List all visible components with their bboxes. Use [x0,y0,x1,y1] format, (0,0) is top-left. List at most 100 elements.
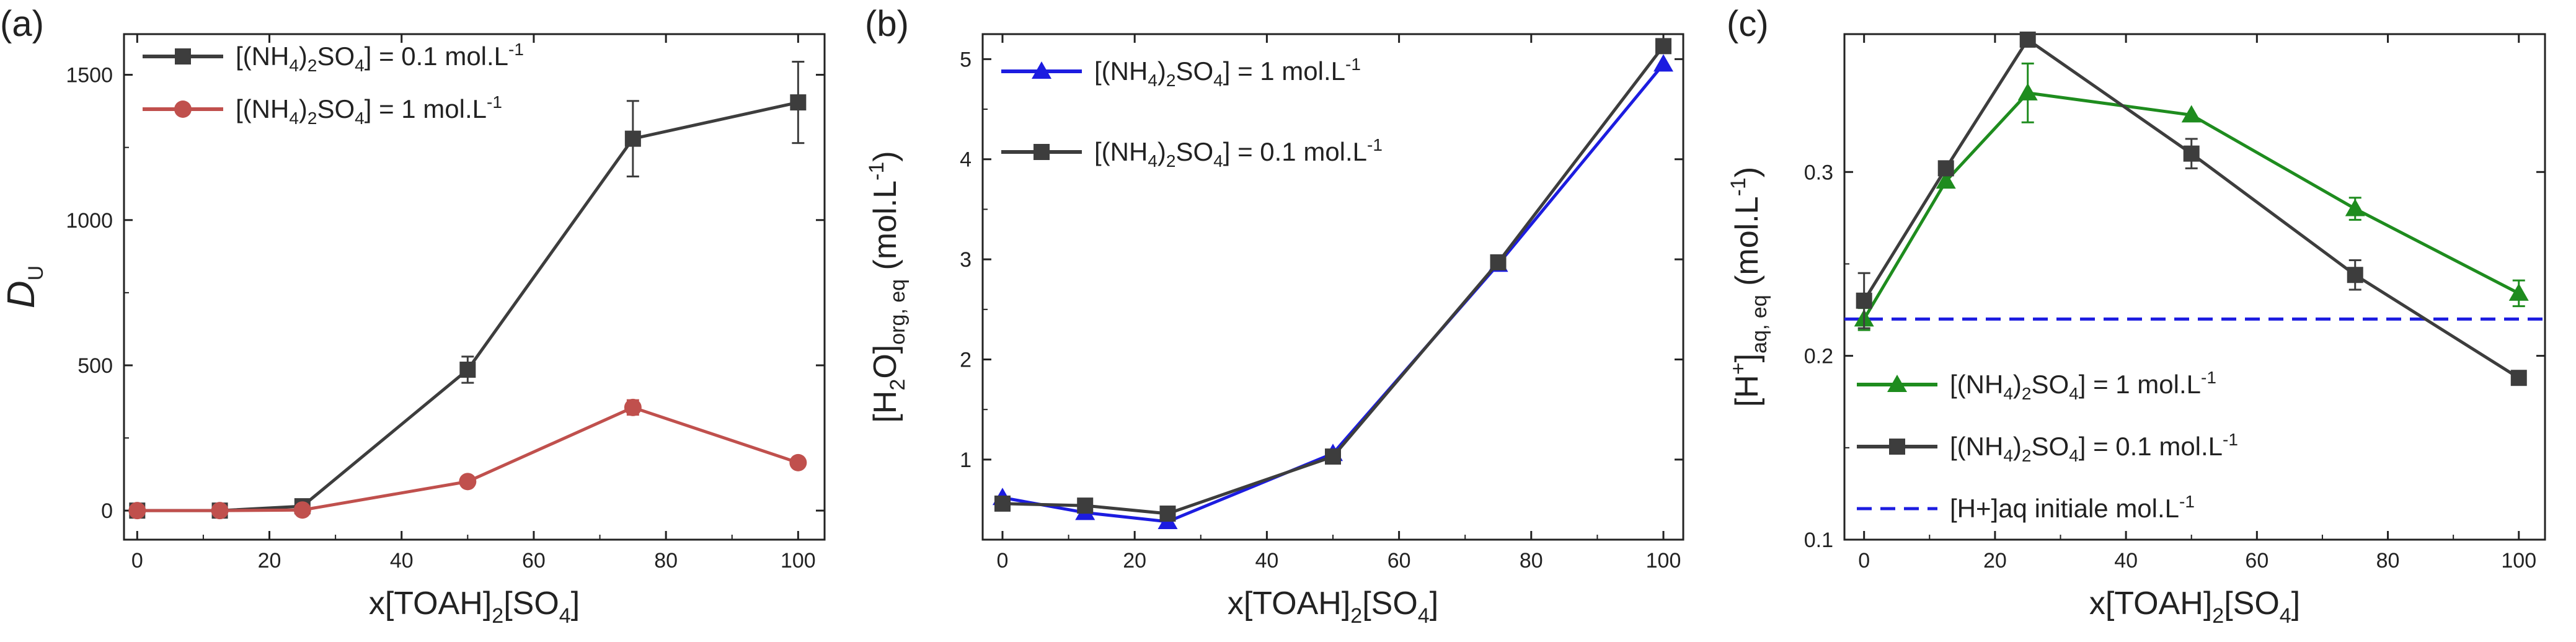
data-point [1936,171,1956,189]
plot-frame [123,33,826,541]
x-tick-label: 100 [2501,549,2536,573]
series-0 [1854,62,2529,331]
data-point [1325,448,1341,465]
x-tick-label: 0 [1858,549,1870,573]
data-point [2017,82,2038,100]
legend-text: [(NH4)2SO4] = 0.1 mol.L-1 [236,40,524,75]
x-tick-label: 0 [997,549,1009,573]
x-tick-label: 80 [2376,549,2400,573]
series-line [137,406,799,512]
y-tick-label: 4 [960,148,972,172]
x-tick-label: 100 [1646,549,1681,573]
legend-marker [1887,375,1907,392]
x-tick-label: 60 [1388,549,1411,573]
panel-b: 0 20 40 60 80 100 1 2 3 4 5 [(NH4)2SO4] = 1 mol.L-1… [865,4,1684,628]
legend-text: [(NH4)2SO4] = 1 mol.L-1 [1094,55,1361,90]
series-1 [1856,31,2527,386]
y-tick-label: 2 [960,349,972,372]
legend-entry: [(NH4)2SO4] = 1 mol.L-1 [1001,55,1361,90]
panel-label: (b) [865,4,909,44]
x-tick-label: 60 [522,549,546,573]
y-tick-label: 0.3 [1804,161,1833,184]
x-tick-label: 60 [2245,549,2268,573]
data-point [2347,267,2363,283]
x-axis-label: x[TOAH]2[SO4] [369,586,580,628]
x-axis-label: x[TOAH]2[SO4] [1228,586,1438,628]
legend: [(NH4)2SO4] = 0.1 mol.L-1 [(NH4)2SO4] = 1… [143,40,524,128]
y-axis-label: [H2O]org, eq (mol.L-1) [865,151,910,422]
panel-label: (c) [1727,4,1769,44]
data-point [1937,160,1954,177]
legend-marker [1889,439,1905,455]
data-point [1856,292,1872,309]
y-tick-label: 1000 [66,209,113,233]
data-point [789,453,807,471]
data-point [2510,370,2527,386]
legend-marker [1033,144,1050,160]
x-tick-label: 80 [1520,549,1543,573]
data-point [459,473,477,491]
legend-marker [174,100,192,118]
data-point [1490,254,1507,270]
series-1 [128,398,807,520]
legend-text: [(NH4)2SO4] = 1 mol.L-1 [236,92,502,128]
series-1 [994,38,1672,522]
data-point [128,502,146,520]
x-tick-label: 40 [1255,549,1278,573]
x-tick-label: 100 [781,549,816,573]
data-point [459,361,476,378]
legend-text: [(NH4)2SO4] = 0.1 mol.L-1 [1094,135,1383,171]
data-point [2019,31,2036,48]
data-point [1653,54,1674,72]
y-tick-label: 3 [960,248,972,272]
y-tick-label: 0 [101,499,113,523]
x-tick-label: 0 [131,549,143,573]
y-tick-label: 0.1 [1804,528,1833,552]
x-tick-label: 20 [1983,549,2007,573]
y-tick-label: 5 [960,48,972,71]
y-tick-label: 1 [960,448,972,472]
series-line [1862,91,2520,320]
x-tick-label: 20 [258,549,281,573]
legend-text: [(NH4)2SO4] = 0.1 mol.L-1 [1950,430,2238,465]
data-point [2508,283,2529,301]
data-point [790,94,807,111]
panel-label: (a) [0,4,44,44]
legend-marker [175,48,191,65]
y-tick-label: 500 [77,354,113,378]
legend-entry: [(NH4)2SO4] = 0.1 mol.L-1 [143,40,524,75]
legend: [(NH4)2SO4] = 1 mol.L-1 [(NH4)2SO4] = 0.1… [1001,55,1383,171]
data-point [1159,506,1176,522]
x-tick-label: 20 [1123,549,1146,573]
data-point [293,501,311,519]
data-point [211,502,229,520]
data-point [624,130,641,147]
series-line [1862,37,2520,380]
data-point [2183,145,2200,162]
legend-entry: [H+]aq initiale mol.L-1 [1857,492,2195,523]
series-0 [129,60,807,519]
plot-frame [1843,33,2546,541]
y-axis-label: DU [0,265,48,308]
series-line [137,100,799,512]
legend: [(NH4)2SO4] = 1 mol.L-1 [(NH4)2SO4] = 0.1… [1857,368,2238,523]
data-point [1077,497,1094,514]
legend-entry: [(NH4)2SO4] = 0.1 mol.L-1 [1001,135,1383,171]
series-line [1002,63,1665,524]
data-point [2345,198,2365,216]
y-tick-label: 0.2 [1804,345,1833,368]
data-point [624,398,642,416]
legend-marker [1032,61,1051,79]
x-tick-label: 80 [654,549,678,573]
legend-text: [(NH4)2SO4] = 1 mol.L-1 [1950,368,2216,403]
legend-entry: [(NH4)2SO4] = 1 mol.L-1 [143,92,502,128]
data-point [2181,105,2202,123]
y-axis-label: [H+]aq, eq (mol.L-1) [1727,167,1771,407]
x-tick-label: 40 [390,549,414,573]
panel-c: 0 20 40 60 80 100 0.1 0.2 0.3 [(NH4)2SO4] = 1 mol… [1727,4,2546,628]
y-tick-label: 1500 [66,64,113,87]
data-point [994,495,1011,512]
legend-text: [H+]aq initiale mol.L-1 [1950,492,2195,523]
